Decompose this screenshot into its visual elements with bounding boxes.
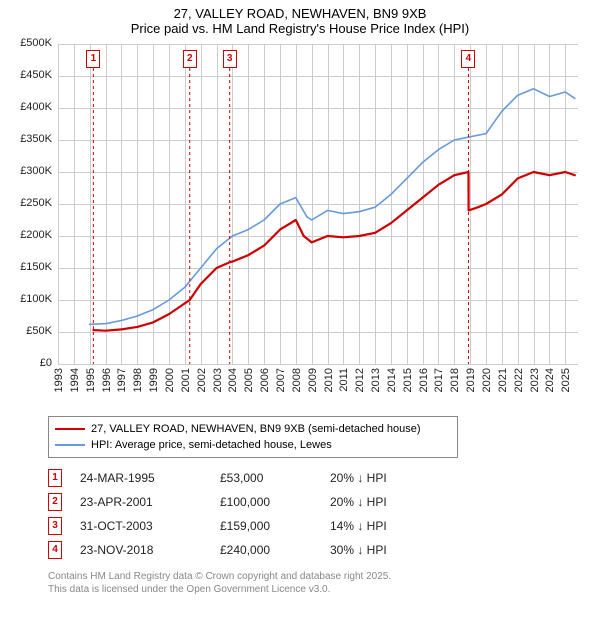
x-tick-label: 1995 (85, 368, 97, 392)
sale-price: £53,000 (220, 471, 330, 485)
sales-row: 1 24-MAR-1995£53,00020% ↓ HPI (48, 466, 600, 490)
sale-price: £159,000 (220, 519, 330, 533)
chart-marker: 1 (86, 50, 100, 68)
x-tick-label: 2021 (497, 368, 509, 392)
x-tick-label: 2025 (560, 368, 572, 392)
x-tick-label: 1996 (101, 368, 113, 392)
x-tick-label: 2015 (402, 368, 414, 392)
x-tick-label: 2017 (433, 368, 445, 392)
sales-marker: 1 (48, 469, 62, 487)
sales-row: 3 31-OCT-2003£159,00014% ↓ HPI (48, 514, 600, 538)
x-tick-label: 2006 (259, 368, 271, 392)
x-tick-label: 2005 (243, 368, 255, 392)
legend-label: 27, VALLEY ROAD, NEWHAVEN, BN9 9XB (semi… (91, 423, 421, 435)
x-tick-label: 1997 (116, 368, 128, 392)
x-tick-label: 1993 (53, 368, 65, 392)
x-tick-label: 2012 (354, 368, 366, 392)
sales-marker: 2 (48, 493, 62, 511)
x-tick-label: 1999 (148, 368, 160, 392)
x-tick-label: 2014 (386, 368, 398, 392)
title-line-2: Price paid vs. HM Land Registry's House … (0, 21, 600, 40)
chart-marker: 3 (223, 50, 237, 68)
footer-line-1: Contains HM Land Registry data © Crown c… (48, 570, 600, 583)
sales-row: 4 23-NOV-2018£240,00030% ↓ HPI (48, 538, 600, 562)
x-tick-label: 2007 (275, 368, 287, 392)
x-tick-label: 2016 (418, 368, 430, 392)
x-tick-label: 1998 (132, 368, 144, 392)
x-tick-label: 2002 (196, 368, 208, 392)
chart-svg (10, 40, 580, 366)
x-tick-label: 2010 (323, 368, 335, 392)
sale-diff: 20% ↓ HPI (330, 495, 440, 509)
x-tick-label: 2001 (180, 368, 192, 392)
footer: Contains HM Land Registry data © Crown c… (48, 570, 600, 596)
sale-date: 24-MAR-1995 (80, 471, 220, 485)
x-tick-label: 2020 (481, 368, 493, 392)
x-tick-label: 2000 (164, 368, 176, 392)
sales-marker: 4 (48, 541, 62, 559)
sale-diff: 30% ↓ HPI (330, 543, 440, 557)
sale-date: 31-OCT-2003 (80, 519, 220, 533)
x-tick-label: 2019 (465, 368, 477, 392)
x-tick-label: 2008 (291, 368, 303, 392)
figure-container: 27, VALLEY ROAD, NEWHAVEN, BN9 9XB Price… (0, 0, 600, 620)
legend-item: 27, VALLEY ROAD, NEWHAVEN, BN9 9XB (semi… (55, 421, 451, 437)
sales-row: 2 23-APR-2001£100,00020% ↓ HPI (48, 490, 600, 514)
sale-price: £100,000 (220, 495, 330, 509)
x-tick-label: 2003 (212, 368, 224, 392)
x-tick-label: 2018 (449, 368, 461, 392)
sales-table: 1 24-MAR-1995£53,00020% ↓ HPI 2 23-APR-2001… (48, 466, 600, 562)
x-tick-label: 2004 (227, 368, 239, 392)
series-hpi (90, 89, 575, 324)
x-tick-label: 2011 (338, 368, 350, 392)
x-tick-label: 2024 (544, 368, 556, 392)
footer-line-2: This data is licensed under the Open Gov… (48, 583, 600, 596)
chart-marker: 2 (183, 50, 197, 68)
title-line-1: 27, VALLEY ROAD, NEWHAVEN, BN9 9XB (0, 0, 600, 21)
chart-area: £0£50K£100K£150K£200K£250K£300K£350K£400… (10, 40, 590, 410)
x-tick-label: 2009 (307, 368, 319, 392)
legend-swatch (55, 428, 85, 431)
chart-marker: 4 (461, 50, 475, 68)
sale-diff: 20% ↓ HPI (330, 471, 440, 485)
sale-date: 23-APR-2001 (80, 495, 220, 509)
x-tick-label: 2022 (513, 368, 525, 392)
legend: 27, VALLEY ROAD, NEWHAVEN, BN9 9XB (semi… (48, 416, 458, 458)
x-tick-label: 1994 (69, 368, 81, 392)
x-tick-label: 2013 (370, 368, 382, 392)
series-price_paid (93, 172, 574, 331)
legend-item: HPI: Average price, semi-detached house,… (55, 437, 451, 453)
legend-swatch (55, 444, 85, 446)
sale-diff: 14% ↓ HPI (330, 519, 440, 533)
legend-label: HPI: Average price, semi-detached house,… (91, 439, 332, 451)
sale-date: 23-NOV-2018 (80, 543, 220, 557)
sales-marker: 3 (48, 517, 62, 535)
sale-price: £240,000 (220, 543, 330, 557)
x-tick-label: 2023 (529, 368, 541, 392)
